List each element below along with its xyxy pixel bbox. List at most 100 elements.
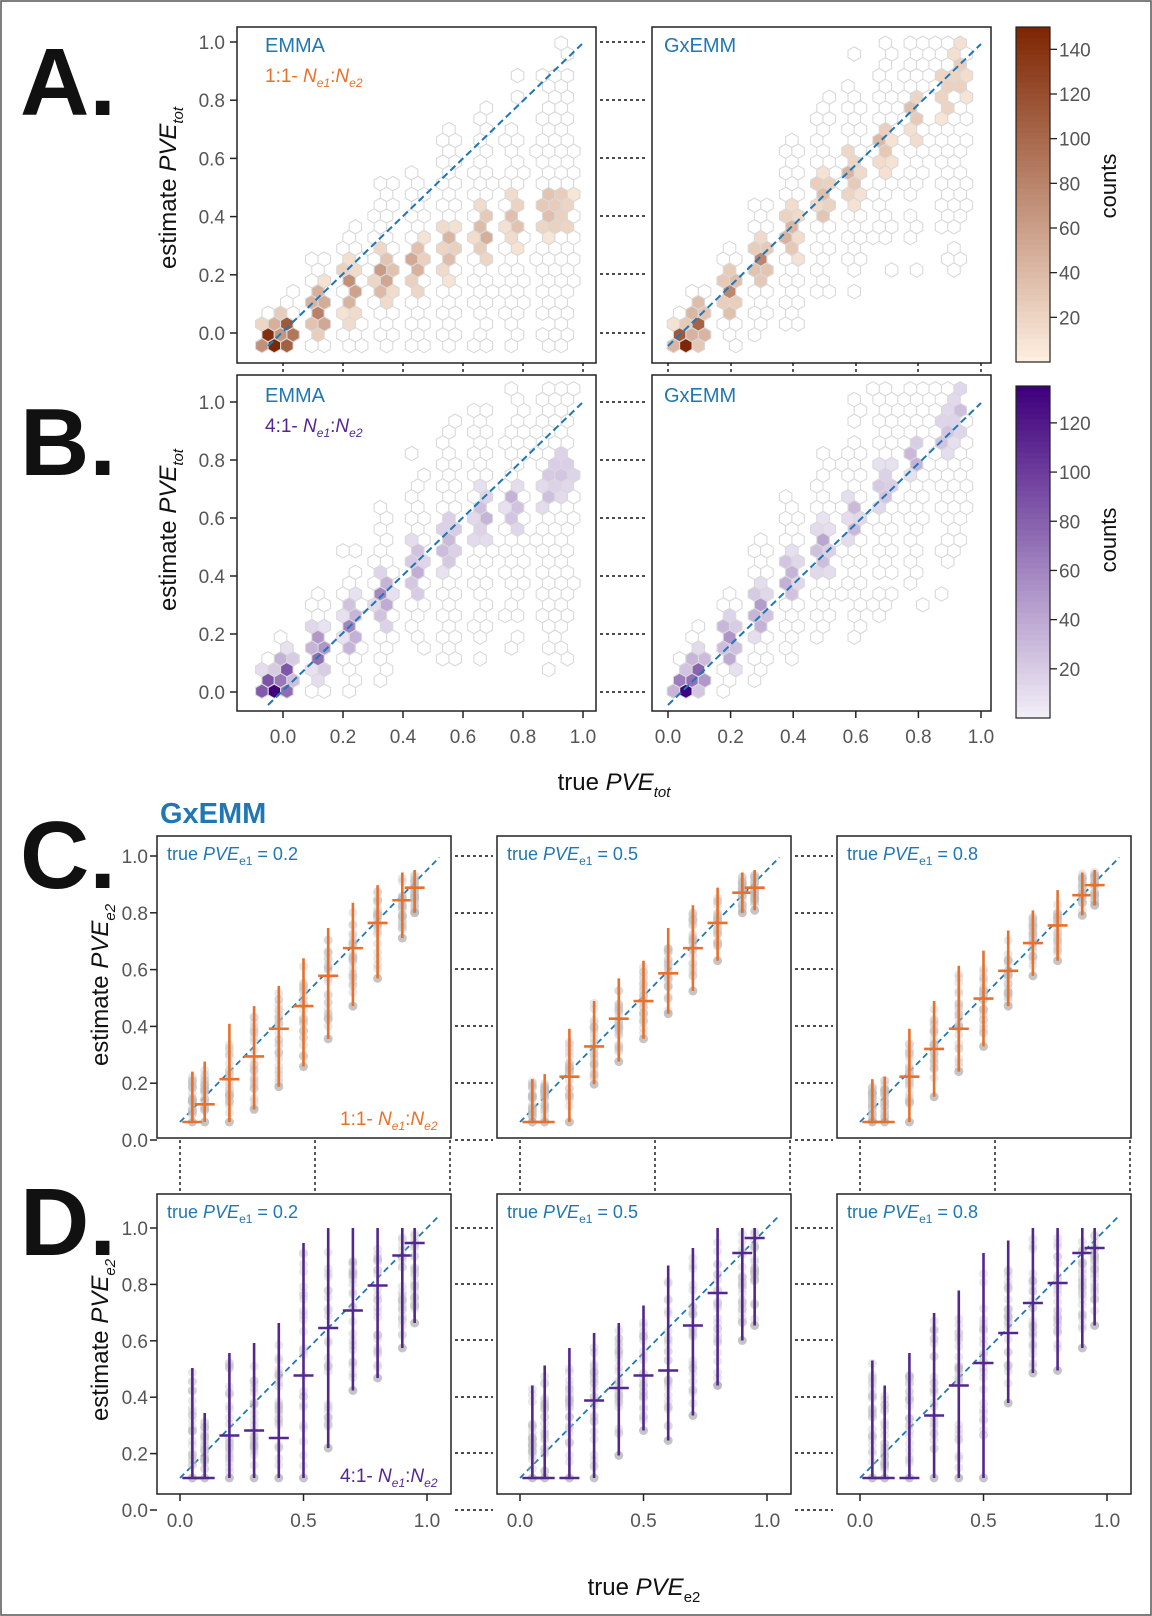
hexbin-cell xyxy=(716,683,731,700)
panel-a-letter: A. xyxy=(20,29,116,136)
colorbar-tick-label: 60 xyxy=(1059,219,1080,240)
hexbin-cell xyxy=(697,283,712,300)
hexbin-cell xyxy=(878,78,893,95)
y-tick-label: 1.0 xyxy=(122,847,148,868)
hexbin-cell xyxy=(953,510,968,527)
hexbin-cell xyxy=(317,251,332,268)
hexbin-cell xyxy=(304,683,319,700)
colorbar-step xyxy=(1016,618,1050,625)
colorbar-step xyxy=(1016,283,1050,291)
hexbin-cell xyxy=(884,154,899,170)
hexbin-cell xyxy=(417,596,431,613)
colorbar-tick-label: 40 xyxy=(1059,264,1080,285)
hexbin-cell xyxy=(853,445,868,462)
hexbin-cell xyxy=(304,251,319,268)
hexbin-cell xyxy=(417,272,431,289)
panel-c-yticks: 0.0 0.2 0.4 0.6 0.8 1.0 xyxy=(122,847,157,1152)
colorbar-step xyxy=(1016,706,1050,714)
hexbin-cell xyxy=(903,575,918,592)
colorbar-step xyxy=(1016,216,1050,224)
y-tick-label: 0.2 xyxy=(199,625,225,646)
panel-a-right-title: GxEMM xyxy=(664,35,736,57)
hexbin-cell xyxy=(435,154,450,170)
hexbin-cell xyxy=(959,89,974,106)
colorbar-step xyxy=(1016,557,1050,564)
hexbin-cell xyxy=(348,672,363,689)
hexbin-cell xyxy=(916,143,930,160)
hexbin-cell xyxy=(878,229,893,246)
colorbar-step xyxy=(1016,306,1050,313)
colorbar-step xyxy=(1016,295,1050,302)
panel-a-left-axes xyxy=(236,26,597,364)
hexbin-cell xyxy=(928,467,943,484)
hexbin-cell xyxy=(417,575,431,592)
hexbin-cell xyxy=(878,532,893,548)
y-tick-label: 0.2 xyxy=(199,266,225,287)
hexbin-cell xyxy=(934,499,949,516)
colorbar-step xyxy=(1016,300,1050,307)
hexbin-cell xyxy=(554,272,568,289)
hexbin-cell xyxy=(304,640,319,656)
hexbin-cell xyxy=(479,618,494,635)
colorbar-step xyxy=(1016,601,1050,608)
colorbar-step xyxy=(1016,200,1050,207)
hexbin-cell xyxy=(435,283,450,300)
panel-b-link-lines xyxy=(600,401,648,693)
colorbar-step xyxy=(1016,518,1050,525)
hexbin-cell xyxy=(959,456,974,473)
hexbin-cell xyxy=(467,424,481,440)
hexbin-cell xyxy=(467,467,481,484)
hexbin-cell xyxy=(897,67,911,84)
hexbin-cell xyxy=(304,661,319,678)
panel-c-ylabel: estimate PVEe2 xyxy=(87,903,119,1066)
hexbin-cell xyxy=(498,283,512,300)
hexbin-cell xyxy=(884,499,899,516)
colorbar-step xyxy=(1016,579,1050,586)
hexbin-cell xyxy=(479,337,494,354)
hexbin-cell xyxy=(691,618,706,635)
hexbin-cell xyxy=(810,283,824,300)
colorbar-step xyxy=(1016,529,1050,536)
hexbin-cell xyxy=(498,564,512,581)
hexbin-cell xyxy=(548,305,562,322)
hexbin-cell xyxy=(916,402,930,419)
colorbar-step xyxy=(1016,491,1050,498)
hexbin-cell xyxy=(841,208,855,224)
hexbin-cell xyxy=(810,607,824,624)
hexbin-cell xyxy=(273,672,288,689)
hexbin-cell xyxy=(404,251,419,268)
hexbin-cell xyxy=(853,618,868,635)
hexbin-cell xyxy=(853,100,868,116)
hexbin-cell xyxy=(928,56,943,73)
panel-c-axes-3 xyxy=(836,835,1132,1139)
panel-c-axes-1 xyxy=(156,835,452,1139)
colorbar-tick-label: 80 xyxy=(1059,174,1080,195)
hexbin-cell xyxy=(448,413,462,430)
hexbin-cell xyxy=(916,56,930,73)
hexbin-cell xyxy=(916,164,930,181)
panel-c-subtitle-3: true PVEe1 = 0.8 xyxy=(847,844,978,868)
colorbar-step xyxy=(1016,66,1050,73)
y-tick-label: 0.4 xyxy=(199,567,226,588)
colorbar-step xyxy=(1016,32,1050,39)
hexbin-cell xyxy=(417,294,431,311)
hexbin-cell xyxy=(934,586,949,602)
colorbar-step xyxy=(1016,435,1050,442)
hexbin-cell xyxy=(853,467,868,484)
hexbin-cell xyxy=(473,650,487,667)
hexbin-cell xyxy=(448,499,462,516)
hexbin-cell xyxy=(410,499,425,516)
hexbin-cell xyxy=(367,553,381,570)
colorbar-step xyxy=(1016,244,1050,251)
panel-c-letter: C. xyxy=(20,802,116,909)
panel-d-letter: D. xyxy=(20,1169,116,1276)
hexbin-cell xyxy=(467,402,481,419)
colorbar-step xyxy=(1016,127,1050,134)
hexbin-cell xyxy=(367,272,381,289)
colorbar-step xyxy=(1016,172,1050,179)
hexbin-cell xyxy=(872,434,886,451)
panel-d-plots xyxy=(179,1214,1120,1483)
hexbin-cell xyxy=(448,132,462,149)
panel-c-axes-2 xyxy=(496,835,792,1139)
hexbin-cell xyxy=(934,110,949,127)
